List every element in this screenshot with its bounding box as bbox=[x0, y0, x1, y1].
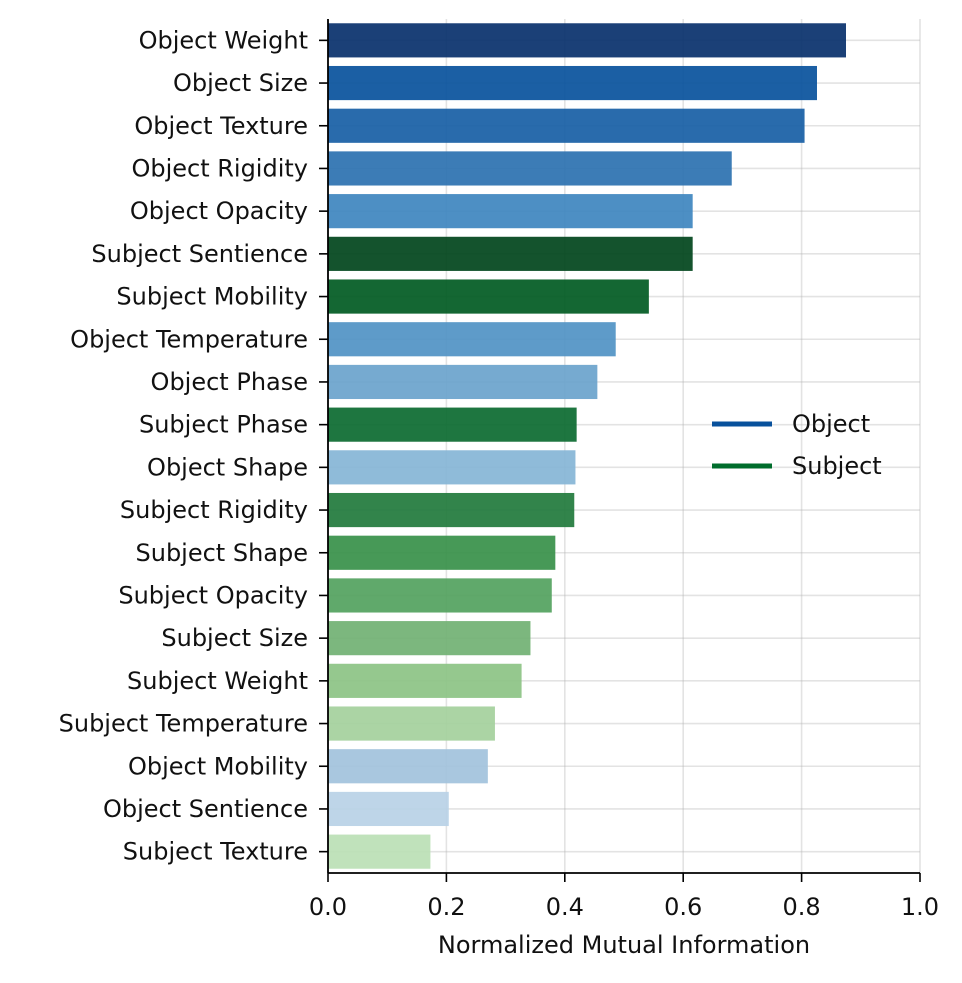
legend: Object Subject bbox=[712, 410, 882, 480]
axis-layer bbox=[319, 19, 921, 882]
bar bbox=[328, 407, 577, 442]
x-tick-label: 1.0 bbox=[901, 893, 939, 921]
bar bbox=[328, 834, 431, 869]
category-label: Object Temperature bbox=[70, 325, 308, 353]
category-label: Object Size bbox=[173, 69, 308, 97]
bar bbox=[328, 236, 693, 271]
x-tick-label: 0.4 bbox=[546, 893, 584, 921]
x-tick-label: 0.0 bbox=[309, 893, 347, 921]
bar bbox=[328, 492, 575, 528]
x-axis-title: Normalized Mutual Information bbox=[438, 931, 810, 959]
bar bbox=[328, 65, 817, 101]
x-tick-label: 0.8 bbox=[783, 893, 821, 921]
label-layer: Object Weight Object Size Object Texture Ob… bbox=[59, 26, 939, 921]
bar bbox=[328, 23, 846, 58]
bar bbox=[328, 279, 649, 314]
bar bbox=[328, 322, 616, 357]
category-label: Object Mobility bbox=[128, 752, 308, 780]
category-label: Subject Texture bbox=[123, 838, 308, 866]
bar bbox=[328, 151, 732, 186]
category-label: Object Weight bbox=[139, 26, 308, 54]
legend-label: Subject bbox=[792, 452, 882, 480]
category-label: Object Sentience bbox=[103, 795, 308, 823]
x-tick-label: 0.2 bbox=[427, 893, 465, 921]
category-label: Object Phase bbox=[151, 368, 308, 396]
bar bbox=[328, 621, 531, 656]
bar bbox=[328, 749, 488, 784]
bar bbox=[328, 364, 598, 400]
category-label: Subject Sentience bbox=[91, 240, 308, 268]
category-label: Subject Temperature bbox=[59, 710, 308, 738]
bar bbox=[328, 535, 556, 570]
category-label: Subject Weight bbox=[127, 667, 308, 695]
bar-layer bbox=[328, 23, 846, 869]
category-label: Object Texture bbox=[134, 112, 308, 140]
category-label: Subject Opacity bbox=[118, 581, 308, 609]
x-tick-label: 0.6 bbox=[664, 893, 702, 921]
category-label: Subject Shape bbox=[136, 539, 309, 567]
category-label: Subject Size bbox=[161, 624, 308, 652]
category-label: Subject Mobility bbox=[116, 283, 308, 311]
category-label: Subject Phase bbox=[139, 411, 308, 439]
grid-layer bbox=[327, 19, 921, 873]
legend-label: Object bbox=[792, 410, 870, 438]
category-label: Object Opacity bbox=[130, 197, 308, 225]
bar bbox=[328, 663, 522, 698]
category-label: Object Rigidity bbox=[131, 154, 308, 182]
category-label: Subject Rigidity bbox=[120, 496, 308, 524]
bar bbox=[328, 194, 693, 229]
bar bbox=[328, 706, 495, 741]
bar bbox=[328, 578, 552, 613]
bar bbox=[328, 791, 449, 827]
bar bbox=[328, 108, 805, 143]
bar bbox=[328, 450, 576, 485]
category-label: Object Shape bbox=[147, 453, 308, 481]
